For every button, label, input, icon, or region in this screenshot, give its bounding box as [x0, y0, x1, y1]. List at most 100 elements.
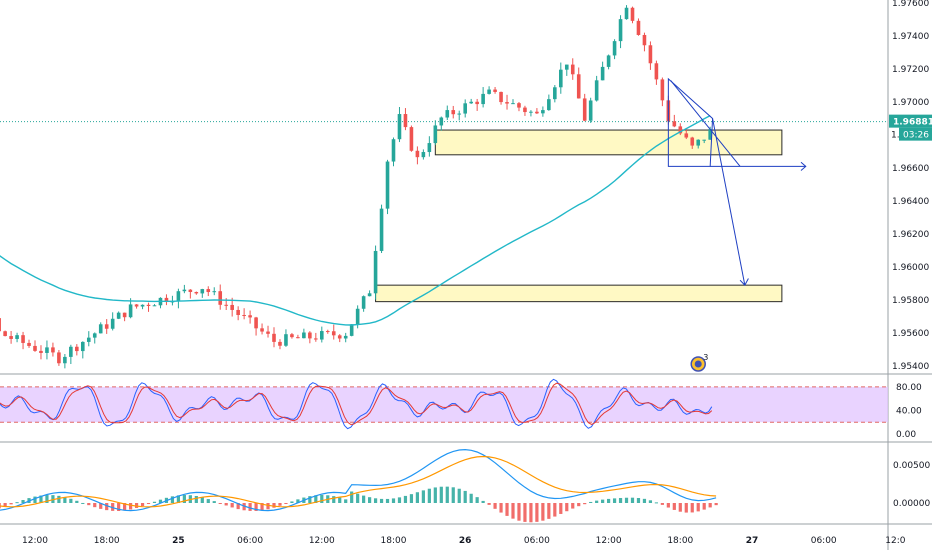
- candle-body: [116, 312, 121, 319]
- macd-histogram-bar: [236, 503, 240, 510]
- candle-body: [284, 334, 288, 346]
- macd-histogram-bar: [463, 490, 467, 503]
- macd-histogram-bar: [577, 503, 581, 507]
- macd-histogram-bar: [475, 497, 479, 503]
- candle-body: [278, 341, 282, 346]
- macd-histogram-bar: [612, 498, 617, 503]
- macd-histogram-bar: [642, 498, 647, 503]
- macd-histogram-bar: [140, 503, 145, 507]
- support-zone-1[interactable]: [434, 129, 783, 156]
- candle-body: [236, 309, 240, 315]
- candle-body: [254, 317, 258, 329]
- macd-histogram-bar: [553, 503, 557, 517]
- macd-histogram-bar: [248, 503, 252, 511]
- candle-body: [140, 304, 145, 307]
- candle-body: [379, 208, 384, 251]
- candle-body: [642, 34, 647, 46]
- candle-body: [272, 333, 276, 342]
- macd-histogram-bar: [469, 493, 473, 503]
- trendline[interactable]: [670, 80, 741, 167]
- candle-body: [588, 100, 593, 121]
- macd-histogram-bar: [565, 503, 569, 512]
- candle-body: [355, 308, 360, 325]
- macd-histogram-bar: [170, 496, 175, 503]
- candle-body: [439, 117, 444, 126]
- macd-histogram-bar: [481, 500, 485, 503]
- candle-body: [15, 335, 19, 339]
- alert-badge-icon-core: [694, 360, 702, 368]
- time-axis-label: 25: [172, 536, 185, 546]
- macd-histogram-bar: [45, 495, 49, 503]
- macd-histogram-bar: [607, 498, 611, 503]
- macd-histogram-bar: [499, 503, 503, 513]
- candle-body: [104, 324, 109, 329]
- time-axis-label: 12:00: [596, 536, 622, 546]
- candle-body: [523, 107, 527, 113]
- macd-histogram-bar: [678, 503, 682, 512]
- candle-body: [559, 69, 563, 88]
- candle-body: [385, 161, 390, 209]
- candle-body: [576, 74, 581, 99]
- stochastic-k-line: [0, 378, 713, 430]
- macd-histogram-bar: [368, 497, 372, 503]
- stochastic-tick-label: 40.00: [896, 406, 922, 416]
- macd-tick-label: 0.00500: [893, 461, 930, 471]
- macd-histogram-bar: [105, 503, 109, 511]
- macd-histogram-bar: [314, 495, 318, 503]
- price-tick-label: 1.97200: [892, 65, 929, 75]
- macd-histogram-bar: [260, 503, 264, 511]
- candle-body: [290, 334, 294, 338]
- candle-body: [224, 304, 228, 306]
- candle-body: [164, 297, 169, 303]
- candle-body: [176, 291, 181, 302]
- macd-histogram-bar: [660, 503, 664, 505]
- candle-body: [427, 143, 432, 153]
- candle-body: [612, 41, 617, 56]
- macd-histogram-bar: [254, 503, 258, 511]
- arrow-head: [800, 161, 807, 171]
- candle-body: [331, 331, 336, 336]
- macd-histogram-bar: [684, 503, 688, 513]
- macd-histogram-bar: [403, 495, 408, 503]
- candle-body: [630, 7, 635, 21]
- macd-histogram-bar: [517, 503, 521, 521]
- macd-histogram-bar: [332, 496, 336, 503]
- last-price-label: 1.96881: [893, 118, 932, 128]
- macd-histogram-bar: [117, 503, 121, 512]
- candle-body: [397, 114, 402, 140]
- candle-body: [98, 324, 103, 334]
- candle-body: [409, 127, 414, 151]
- candle-body: [493, 89, 497, 92]
- projection-arrow-down[interactable]: [712, 118, 746, 286]
- candle-body: [403, 114, 408, 128]
- candle-body: [230, 304, 234, 310]
- macd-histogram-bar: [373, 498, 378, 503]
- candle-body: [529, 111, 533, 113]
- time-axis-label: 26: [459, 536, 472, 546]
- macd-histogram-bar: [708, 503, 712, 508]
- candle-body: [308, 332, 312, 339]
- macd-histogram-bar: [39, 495, 43, 503]
- candle-body: [541, 110, 545, 114]
- candle-body: [349, 324, 354, 336]
- macd-histogram-bar: [397, 497, 402, 503]
- macd-histogram-bar: [457, 488, 461, 503]
- macd-histogram-bar: [505, 503, 509, 516]
- macd-histogram-bar: [3, 503, 7, 507]
- candle-body: [684, 133, 689, 138]
- macd-histogram-bar: [182, 494, 186, 503]
- candle-body: [325, 331, 330, 333]
- macd-histogram-bar: [63, 497, 67, 503]
- candle-body: [606, 55, 611, 67]
- macd-histogram-bar: [194, 495, 198, 503]
- macd-histogram-bar: [87, 503, 91, 506]
- macd-histogram-bar: [493, 503, 497, 509]
- macd-histogram-bar: [230, 503, 234, 508]
- macd-histogram-bar: [415, 492, 419, 503]
- macd-histogram-bar: [111, 503, 115, 511]
- macd-histogram-bar: [206, 499, 210, 503]
- candle-body: [535, 111, 539, 114]
- price-tick-label: 1.95800: [892, 296, 929, 306]
